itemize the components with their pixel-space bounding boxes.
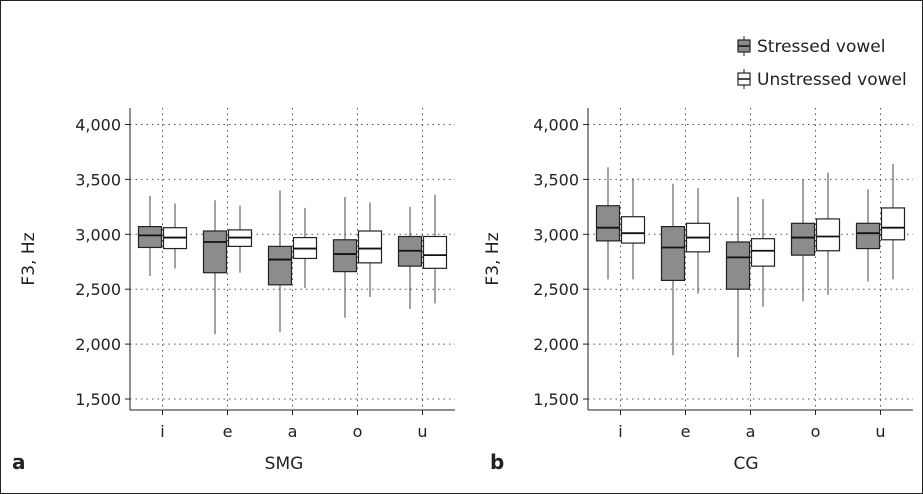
box-iqr xyxy=(332,239,358,273)
box-stressed-o xyxy=(790,179,816,302)
y-tick-label: 2,500 xyxy=(75,280,121,299)
legend-label: Stressed vowel xyxy=(757,37,885,57)
box-unstressed-a xyxy=(292,207,318,289)
x-axis-label: SMG xyxy=(265,454,304,474)
box-unstressed-a xyxy=(750,199,776,307)
y-tick-label: 3,000 xyxy=(533,225,579,244)
y-axis-label: F3, Hz xyxy=(483,232,503,285)
box-unstressed-e xyxy=(227,205,253,273)
box-stressed-a xyxy=(725,196,751,358)
box-iqr xyxy=(202,230,228,274)
x-tick-label: u xyxy=(417,422,427,441)
box-iqr xyxy=(660,226,686,282)
box-iqr xyxy=(357,230,383,264)
box-iqr xyxy=(267,245,293,286)
panel-label: a xyxy=(12,450,26,474)
y-tick-label: 4,000 xyxy=(533,115,579,134)
y-tick-label: 4,000 xyxy=(75,115,121,134)
legend-label: Unstressed vowel xyxy=(757,70,907,90)
box-stressed-u xyxy=(855,189,881,282)
box-unstressed-u xyxy=(880,164,906,280)
y-tick-label: 3,000 xyxy=(75,225,121,244)
box-iqr xyxy=(855,222,881,250)
y-tick-label: 1,500 xyxy=(75,390,121,409)
legend: Stressed vowel Unstressed vowel xyxy=(737,36,907,90)
box-stressed-o xyxy=(332,196,358,318)
panel-a: 1,500 2,000 2,500 3,000 3,500 4,000 i e a o u F3, H… xyxy=(12,108,455,474)
panels: 1,500 2,000 2,500 3,000 3,500 4,000 i e a o u F3, H… xyxy=(12,108,913,474)
box-iqr xyxy=(790,222,816,256)
box-stressed-e xyxy=(202,200,228,335)
box-iqr xyxy=(137,226,163,249)
y-tick-label: 3,500 xyxy=(533,170,579,189)
box-iqr xyxy=(595,205,621,242)
box-stressed-i xyxy=(595,167,621,280)
box-unstressed-u xyxy=(422,194,448,304)
box-iqr xyxy=(815,218,841,252)
box-stressed-a xyxy=(267,190,293,333)
y-tick-label: 2,500 xyxy=(533,280,579,299)
legend-item-stressed: Stressed vowel xyxy=(737,36,885,57)
box-unstressed-o xyxy=(815,172,841,295)
y-tick-label: 2,000 xyxy=(533,335,579,354)
x-tick-label: a xyxy=(288,422,298,441)
box-iqr xyxy=(750,238,776,267)
legend-item-unstressed: Unstressed vowel xyxy=(737,69,907,90)
box-iqr xyxy=(422,235,448,269)
x-tick-label: a xyxy=(746,422,756,441)
x-tick-label: e xyxy=(681,422,691,441)
box-iqr xyxy=(880,207,906,241)
x-tick-label: e xyxy=(223,422,233,441)
box-unstressed-e xyxy=(685,188,711,294)
y-tick-label: 3,500 xyxy=(75,170,121,189)
box-iqr xyxy=(725,241,751,290)
box-stressed-i xyxy=(137,195,163,277)
panel-label: b xyxy=(490,450,504,474)
x-tick-label: o xyxy=(353,422,363,441)
y-axis-label: F3, Hz xyxy=(19,232,39,285)
box-stressed-u xyxy=(397,206,423,309)
box-unstressed-i xyxy=(620,178,646,280)
y-tick-label: 2,000 xyxy=(75,335,121,354)
x-tick-label: i xyxy=(618,422,622,441)
box-unstressed-o xyxy=(357,202,383,297)
x-tick-label: i xyxy=(160,422,164,441)
x-axis-label: CG xyxy=(733,454,758,474)
x-tick-label: o xyxy=(811,422,821,441)
panel-b: 1,500 2,000 2,500 3,000 3,500 4,000 i e a o u F3, H… xyxy=(483,108,913,474)
box-iqr xyxy=(620,216,646,244)
box-unstressed-i xyxy=(162,203,188,269)
box-stressed-e xyxy=(660,183,686,356)
x-tick-label: u xyxy=(875,422,885,441)
y-tick-label: 1,500 xyxy=(533,390,579,409)
